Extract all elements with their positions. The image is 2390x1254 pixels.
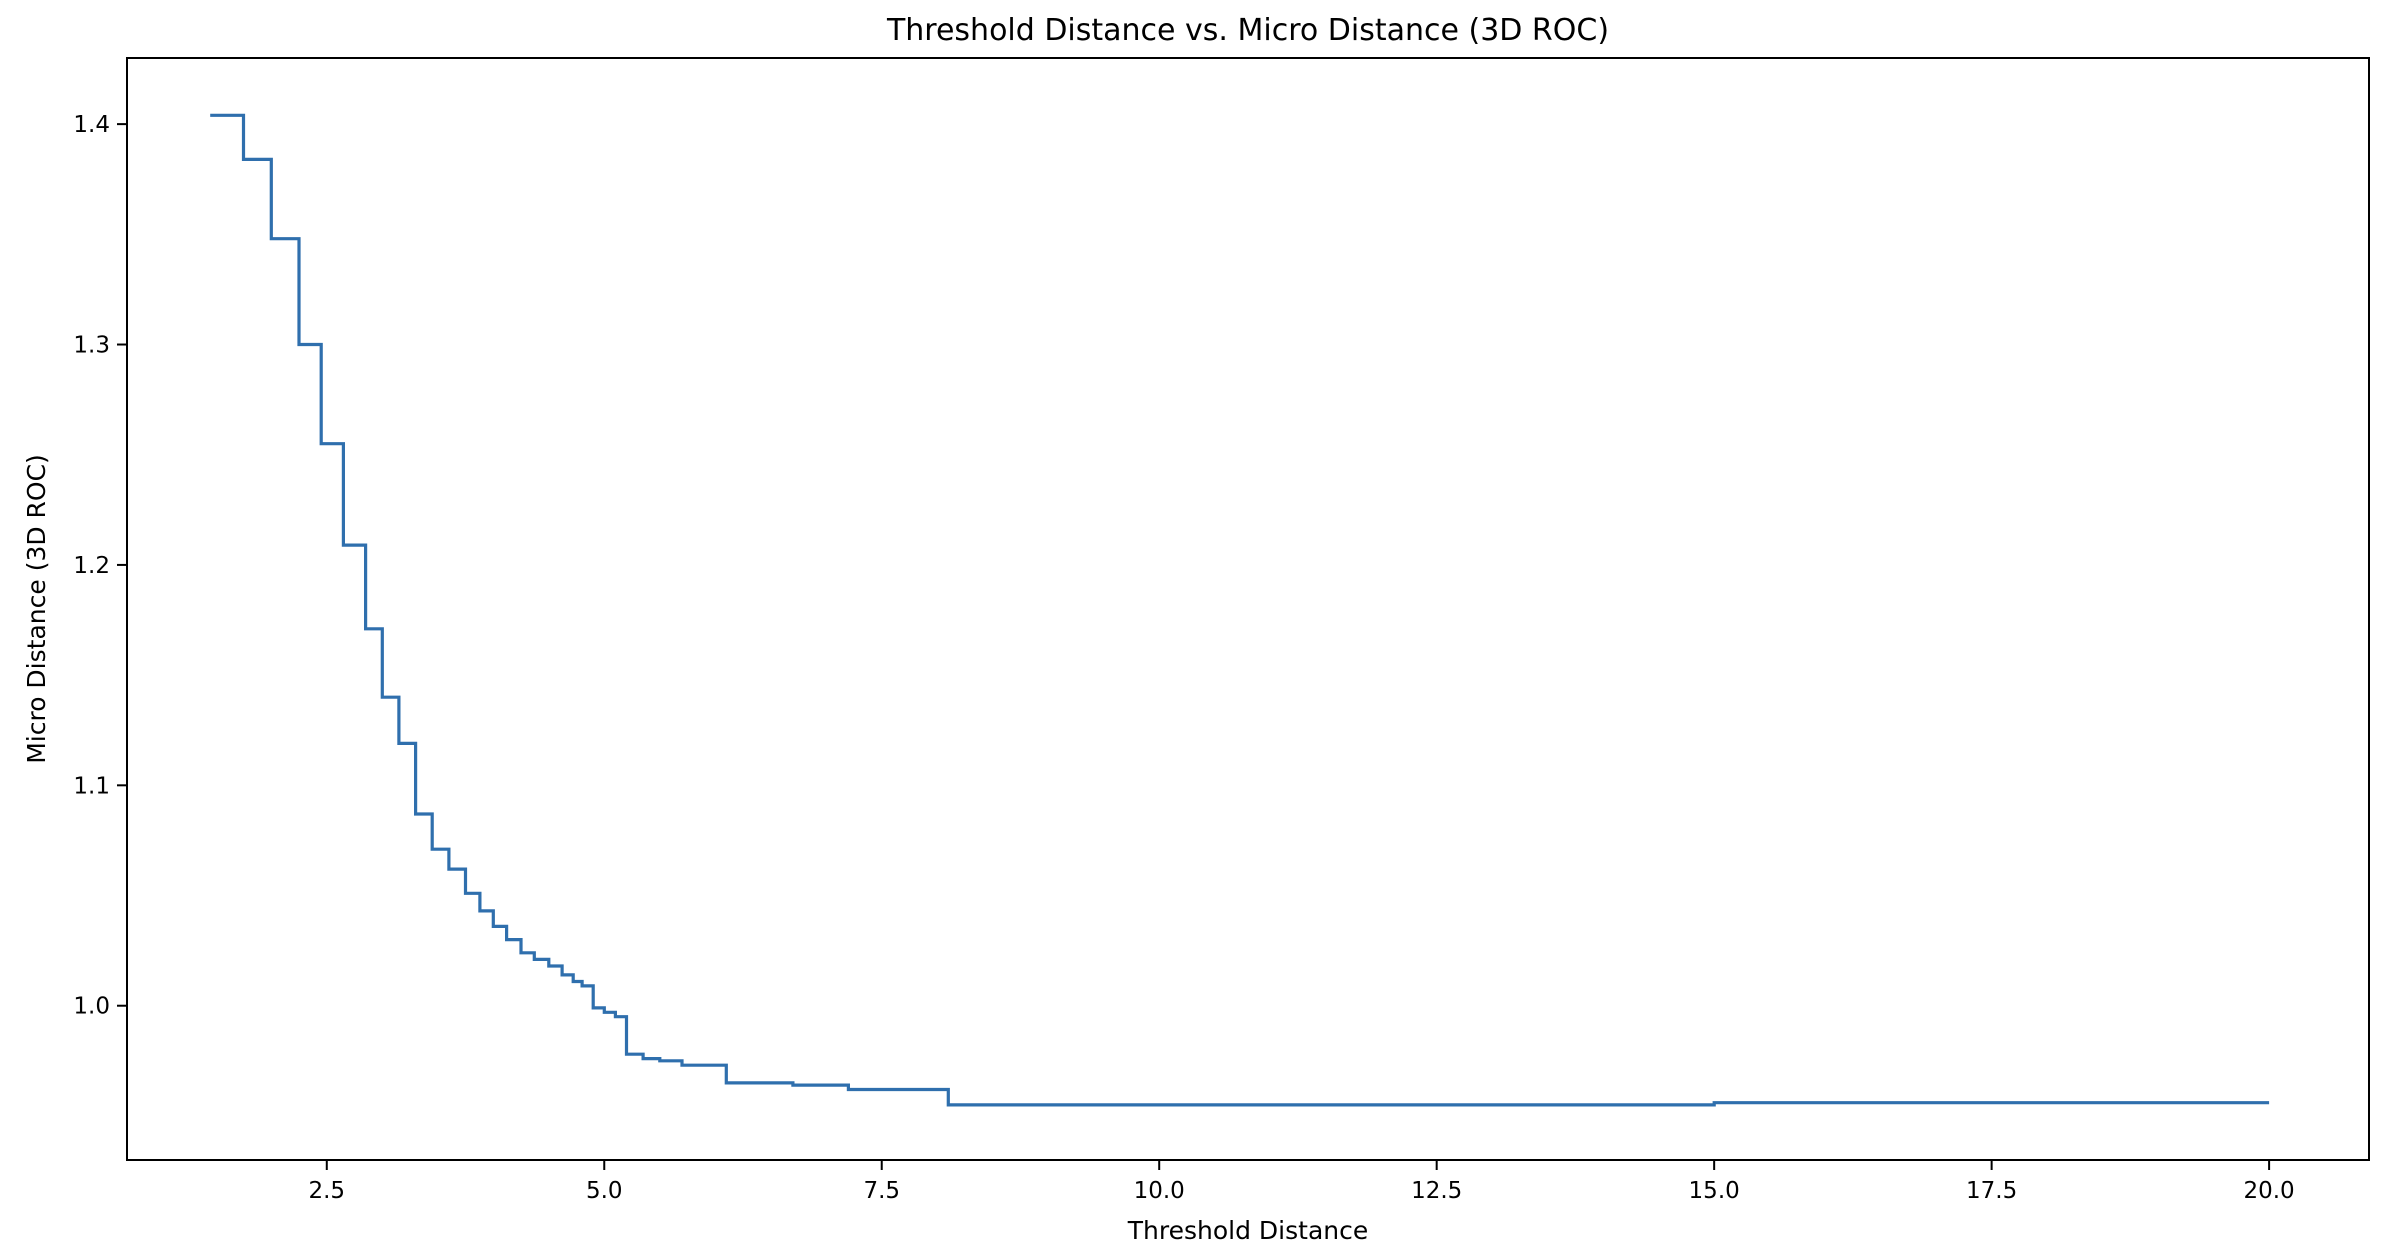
y-tick-label: 1.3 xyxy=(73,333,110,359)
x-tick-label: 20.0 xyxy=(2243,1178,2294,1204)
y-tick-label: 1.2 xyxy=(73,553,110,579)
x-tick-label: 10.0 xyxy=(1134,1178,1185,1204)
y-axis-label: Micro Distance (3D ROC) xyxy=(22,454,51,764)
x-axis-label: Threshold Distance xyxy=(1127,1216,1368,1245)
plot-area xyxy=(210,113,2270,1107)
x-tick-label: 5.0 xyxy=(586,1178,623,1204)
series-line xyxy=(210,113,2270,1107)
y-axis: 1.0 1.1 1.2 1.3 1.4 xyxy=(73,112,127,1020)
chart-title: Threshold Distance vs. Micro Distance (3… xyxy=(886,13,1609,48)
x-axis: 2.5 5.0 7.5 10.0 12.5 15.0 17.5 20.0 xyxy=(308,1160,2295,1204)
y-tick-label: 1.1 xyxy=(73,773,110,799)
x-tick-label: 15.0 xyxy=(1689,1178,1740,1204)
x-tick-label: 17.5 xyxy=(1966,1178,2017,1204)
x-tick-label: 12.5 xyxy=(1411,1178,1462,1204)
x-tick-label: 2.5 xyxy=(308,1178,345,1204)
y-tick-label: 1.0 xyxy=(73,994,110,1020)
x-tick-label: 7.5 xyxy=(863,1178,900,1204)
plot-frame xyxy=(126,57,2370,1161)
y-tick-label: 1.4 xyxy=(73,112,110,138)
